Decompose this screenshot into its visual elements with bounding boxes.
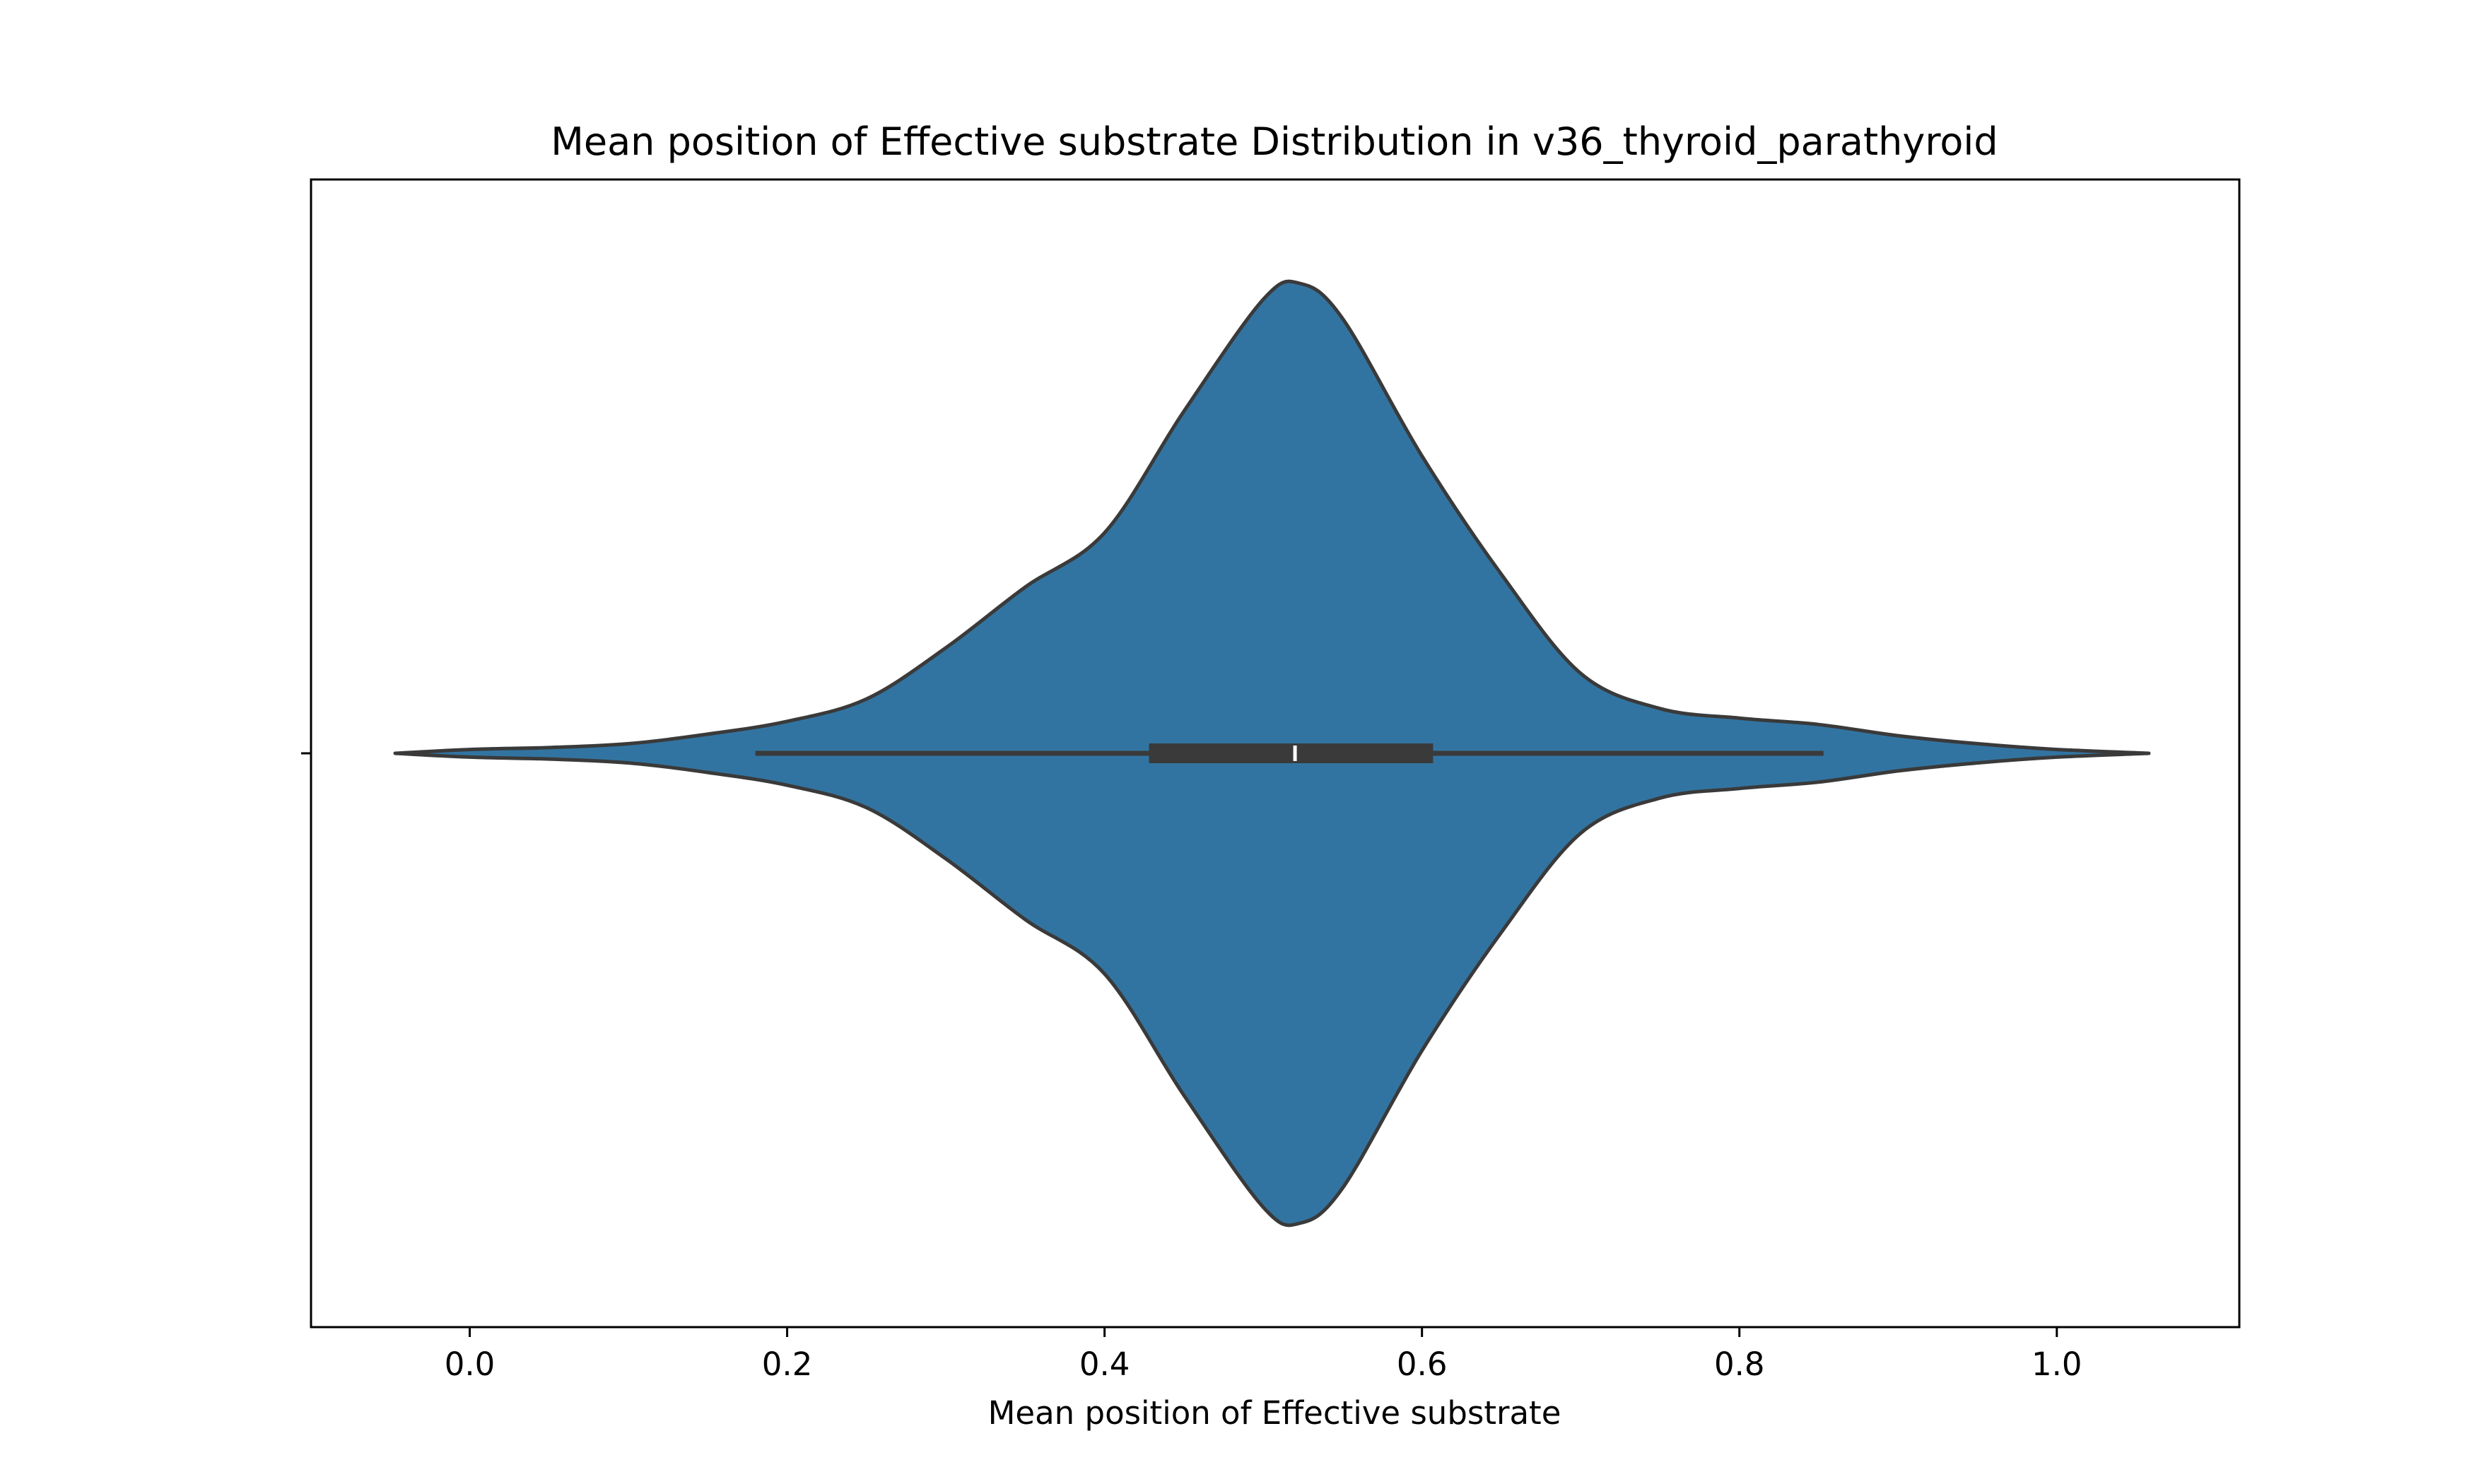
- chart-title: Mean position of Effective substrate Dis…: [551, 119, 1998, 164]
- x-axis-ticks: 0.0 0.2 0.4 0.6 0.8 1.0: [445, 1327, 2082, 1383]
- x-tick-label: 0.4: [1079, 1345, 1130, 1383]
- plot-area: 0.0 0.2 0.4 0.6 0.8 1.0: [301, 178, 2241, 1383]
- interquartile-box: [1149, 743, 1434, 763]
- x-tick-label: 0.6: [1397, 1345, 1448, 1383]
- x-axis-label: Mean position of Effective substrate: [988, 1394, 1561, 1432]
- x-tick-label: 0.0: [445, 1345, 496, 1383]
- x-tick-label: 0.8: [1714, 1345, 1765, 1383]
- x-tick-label: 1.0: [2032, 1345, 2082, 1383]
- x-tick-label: 0.2: [762, 1345, 813, 1383]
